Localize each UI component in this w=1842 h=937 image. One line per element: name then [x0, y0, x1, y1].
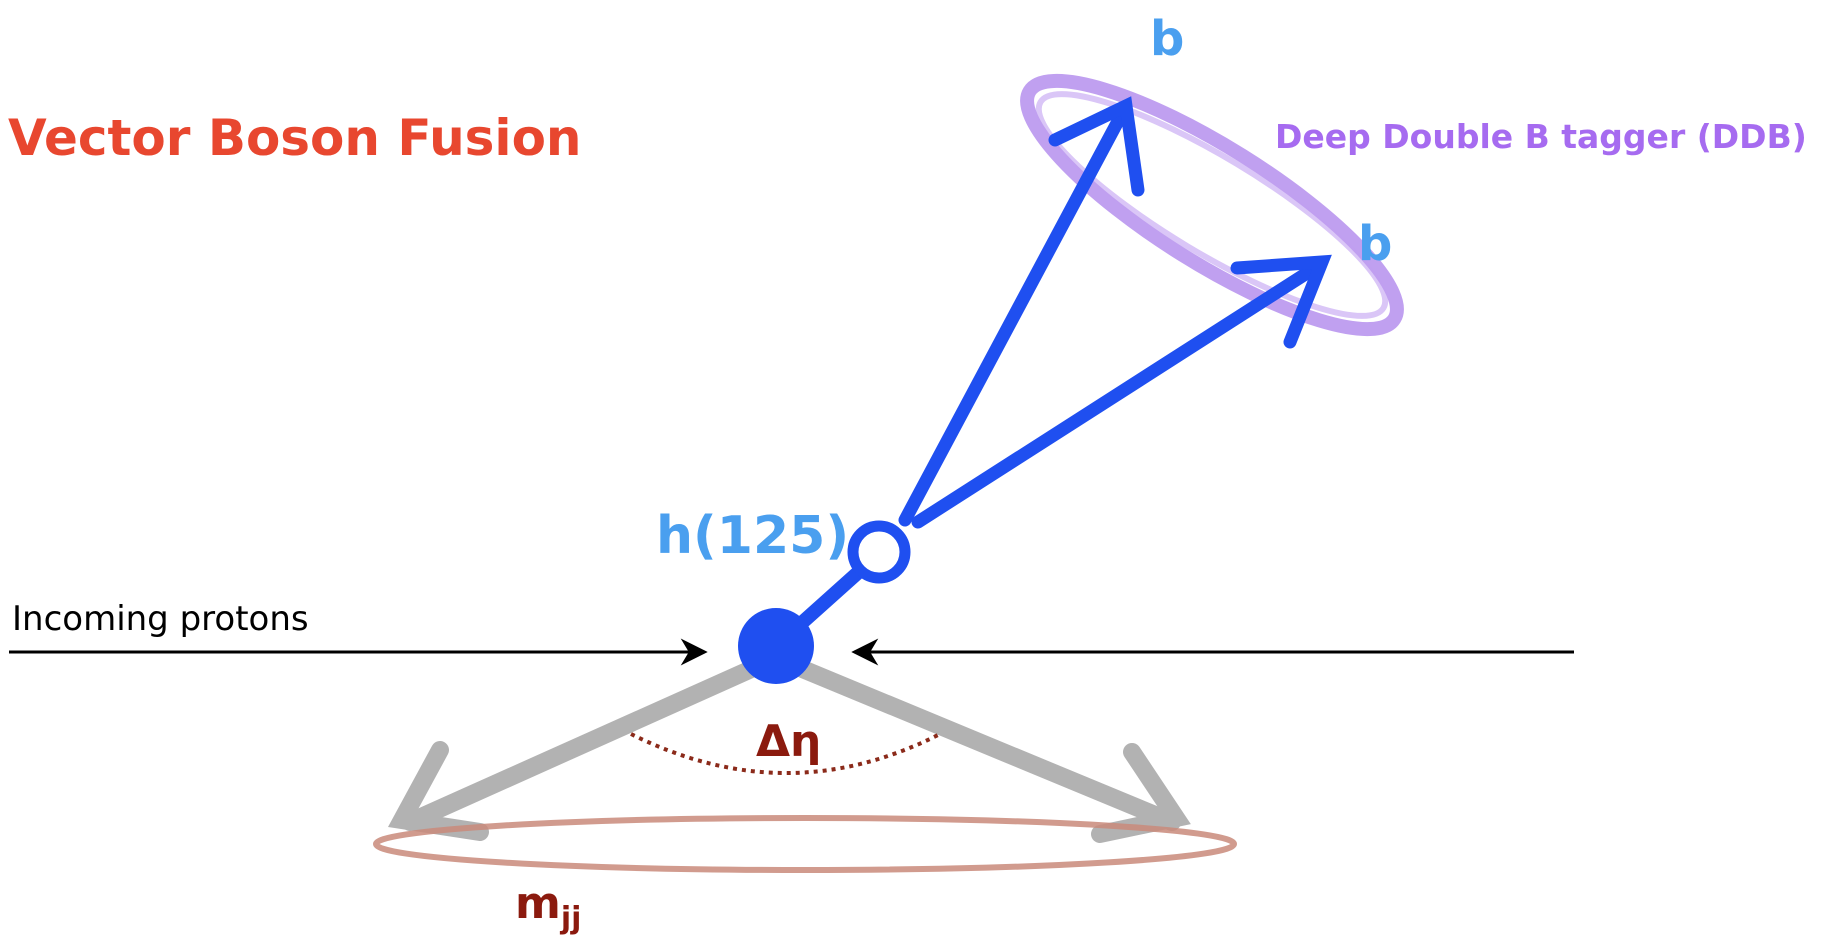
b-label: b [1358, 216, 1392, 272]
title: Vector Boson Fusion [8, 109, 582, 167]
mjj-label: mjj [515, 878, 581, 936]
mjj-base: m [515, 878, 561, 929]
higgs-label: h(125) [656, 506, 849, 566]
tagger-label: Deep Double B tagger (DDB) [1275, 117, 1807, 156]
delta-eta-label: Δη [756, 716, 821, 767]
mjj-sub: jj [560, 901, 582, 936]
protons-label: Incoming protons [12, 599, 309, 639]
tagger-ellipse [999, 42, 1425, 368]
vertex [738, 608, 814, 684]
mjj-ellipse [376, 818, 1234, 870]
b-label: b [1150, 11, 1184, 67]
higgs-node [853, 526, 905, 578]
diagram: Vector Boson Fusion b b Deep Double B ta… [0, 0, 1842, 937]
